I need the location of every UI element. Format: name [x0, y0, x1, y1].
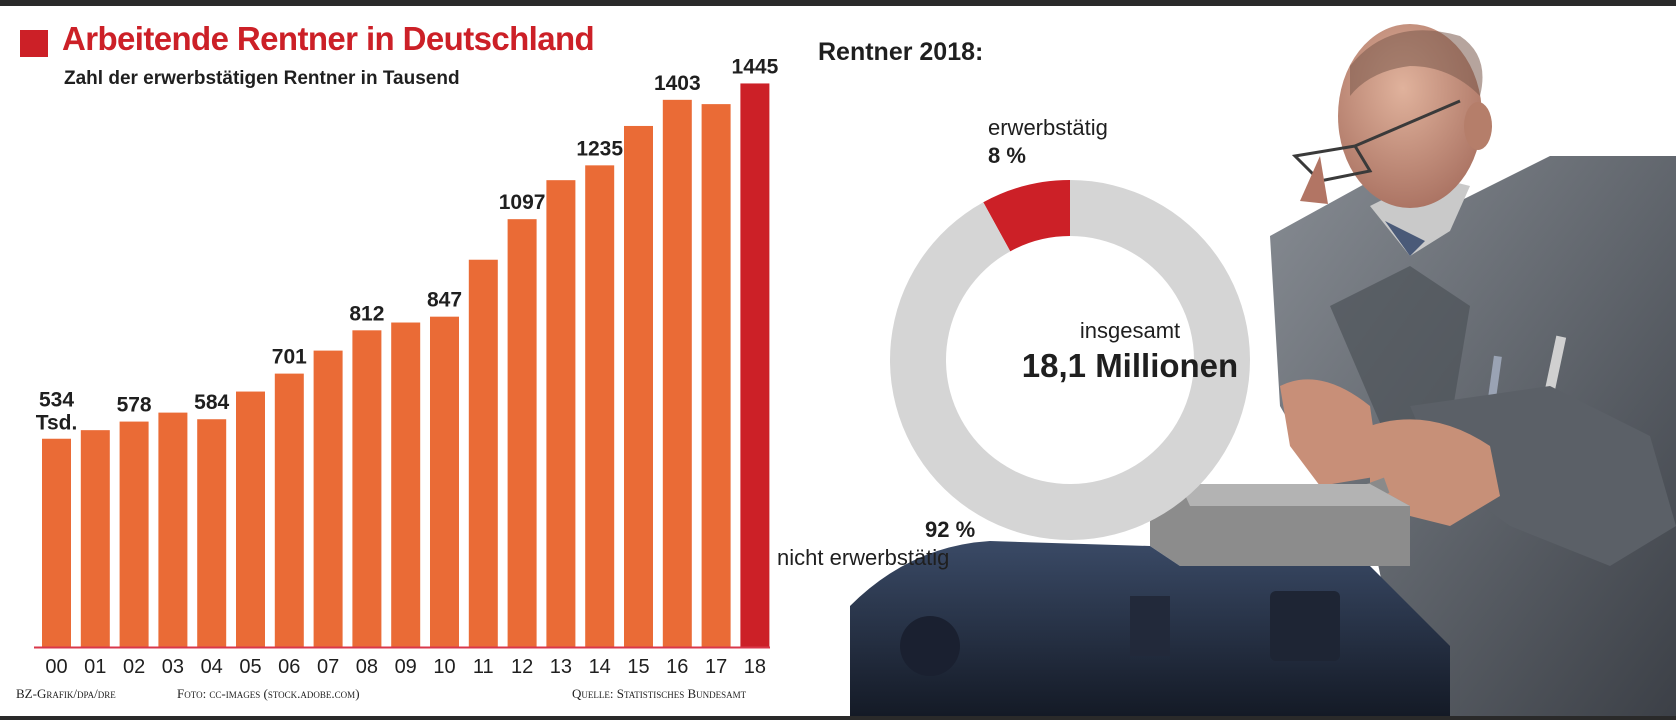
bar-16 — [662, 99, 692, 647]
bar-07 — [313, 350, 343, 647]
slice-percent-erwerbstaetig: 8 % — [988, 143, 1026, 168]
donut-chart — [890, 180, 1250, 540]
donut-center-label: insgesamt — [1079, 318, 1181, 343]
bar-18 — [740, 83, 770, 647]
bar-05 — [236, 391, 265, 647]
data-label-12: 1097 — [499, 191, 546, 214]
bar-10 — [430, 316, 459, 647]
data-label-16: 1403 — [654, 72, 701, 95]
donut-title: Rentner 2018: — [818, 38, 984, 66]
data-label-14: 1235 — [576, 137, 623, 160]
bar-12 — [507, 219, 537, 648]
x-tick-label-06: 06 — [278, 656, 300, 678]
x-tick-label-10: 10 — [433, 656, 455, 678]
x-tick-label-02: 02 — [123, 656, 145, 678]
bar-08 — [352, 330, 382, 647]
bar-06 — [274, 373, 304, 647]
bar-03 — [158, 412, 188, 647]
footer-source: Quelle: Statistisches Bundesamt — [572, 686, 747, 701]
bar-chart: 00 01 02 03 04 05 06 07 08 09 10 11 12 13 14 15 16 17 18 53… — [34, 55, 779, 678]
x-tick-label-04: 04 — [201, 656, 223, 678]
bar-09 — [391, 322, 421, 647]
data-label-unit: Tsd. — [36, 412, 78, 435]
x-tick-label-08: 08 — [356, 656, 378, 678]
x-tick-label-03: 03 — [162, 656, 184, 678]
x-tick-label-17: 17 — [705, 656, 727, 678]
data-label-08: 812 — [349, 302, 384, 325]
x-tick-label-07: 07 — [317, 656, 339, 678]
bar-02 — [119, 421, 149, 647]
chart-title: Arbeitende Rentner in Deutschland — [62, 20, 595, 57]
data-label-02: 578 — [117, 394, 152, 417]
top-frame-border — [0, 0, 1676, 6]
x-tick-label-16: 16 — [666, 656, 688, 678]
chart-subtitle: Zahl der erwerbstätigen Rentner in Tause… — [64, 68, 460, 89]
bar-14 — [585, 165, 615, 647]
slice-label-nicht-erwerbstaetig: nicht erwerbstätig — [777, 545, 950, 570]
donut-center-value: 18,1 Millionen — [1021, 347, 1239, 384]
data-label-00: 534 — [39, 389, 74, 412]
donut-slice-nicht-erwerbstaetig — [890, 180, 1250, 540]
bar-00 — [42, 438, 71, 647]
bar-13 — [546, 180, 576, 648]
x-tick-label-12: 12 — [511, 656, 533, 678]
bar-15 — [624, 125, 653, 647]
slice-percent-nicht-erwerbstaetig: 92 % — [925, 517, 976, 542]
x-tick-label-14: 14 — [589, 656, 611, 678]
data-label-10: 847 — [427, 289, 462, 312]
x-tick-label-05: 05 — [239, 656, 261, 678]
data-label-06: 701 — [272, 346, 307, 369]
donut-slice-erwerbstaetig — [983, 180, 1070, 252]
x-tick-label-13: 13 — [550, 656, 572, 678]
bottom-frame-border — [0, 716, 1676, 720]
bar-01 — [80, 430, 110, 647]
footer-photo-credit: Foto: cc-images (stock.adobe.com) — [177, 686, 360, 701]
slice-label-erwerbstaetig: erwerbstätig — [988, 115, 1108, 140]
bar-11 — [468, 259, 498, 647]
data-label-04: 584 — [194, 391, 229, 414]
bar-17 — [701, 104, 731, 648]
x-tick-label-00: 00 — [45, 656, 67, 678]
title-marker-square — [20, 30, 48, 57]
bar-04 — [197, 419, 227, 647]
data-label-18: 1445 — [732, 55, 779, 78]
x-tick-label-18: 18 — [744, 656, 766, 678]
footer-credit: BZ-Grafik/dpa/dre — [16, 686, 116, 701]
x-tick-label-01: 01 — [84, 656, 106, 678]
x-tick-label-09: 09 — [395, 656, 417, 678]
x-tick-label-15: 15 — [627, 656, 649, 678]
x-tick-label-11: 11 — [473, 656, 494, 678]
